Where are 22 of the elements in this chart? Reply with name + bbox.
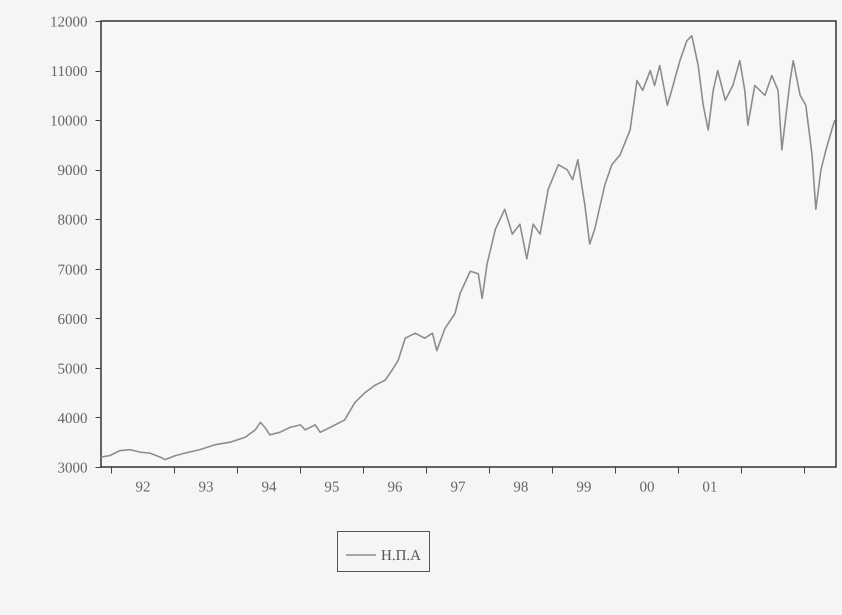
y-tick-label: 6000 bbox=[58, 312, 88, 328]
y-tick-label: 12000 bbox=[50, 14, 88, 30]
y-tick-label: 8000 bbox=[58, 212, 88, 229]
x-tick-label: 97 bbox=[450, 480, 466, 496]
x-tick-label: 96 bbox=[388, 480, 404, 496]
x-tick-label: 92 bbox=[136, 480, 151, 496]
legend-label: Η.Π.Α bbox=[381, 548, 422, 564]
x-tick-label: 95 bbox=[324, 480, 340, 496]
y-tick-label: 3000 bbox=[58, 460, 88, 476]
y-tick-label: 4000 bbox=[58, 410, 88, 427]
y-tick-label: 9000 bbox=[58, 163, 88, 180]
line-series bbox=[100, 35, 836, 460]
y-tick-label: 7000 bbox=[58, 262, 88, 278]
y-tick-label: 10000 bbox=[50, 114, 88, 130]
x-tick-label: 00 bbox=[639, 480, 654, 496]
x-tick-label: 98 bbox=[513, 480, 528, 496]
x-tick-label: 01 bbox=[702, 480, 718, 496]
x-tick-label: 93 bbox=[198, 480, 214, 496]
x-tick-label: 99 bbox=[576, 480, 592, 496]
y-tick-label: 5000 bbox=[58, 361, 88, 378]
x-tick-label: 94 bbox=[261, 480, 277, 496]
y-tick-label: 11000 bbox=[50, 64, 88, 80]
